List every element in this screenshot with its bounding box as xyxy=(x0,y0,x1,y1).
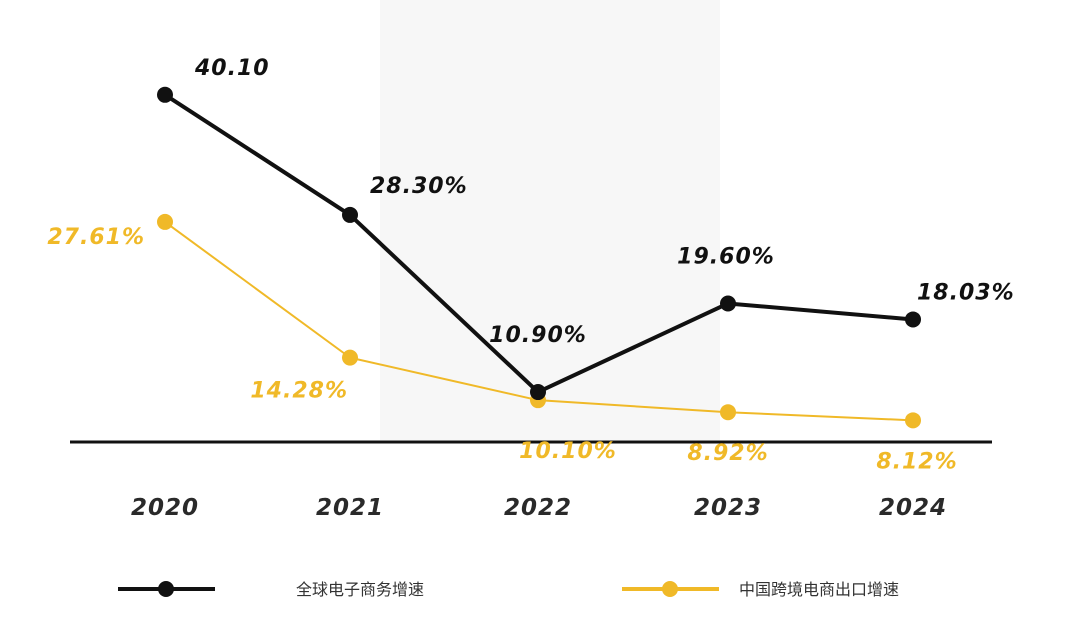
x-axis-tick-labels: 2020 2021 2022 2023 2024 xyxy=(131,495,947,521)
data-point-global xyxy=(720,295,736,312)
data-label-global: 28.30% xyxy=(370,174,468,199)
data-label-china: 14.28% xyxy=(250,379,348,404)
x-tick-label: 2024 xyxy=(879,495,947,521)
data-label-china: 10.10% xyxy=(519,439,617,464)
data-point-china xyxy=(905,412,921,429)
legend-label-global: 全球电子商务增速 xyxy=(296,580,424,599)
data-point-global xyxy=(905,311,921,328)
x-tick-label: 2020 xyxy=(131,495,199,521)
data-point-global xyxy=(530,384,546,401)
data-label-global: 18.03% xyxy=(917,280,1015,305)
data-label-china: 8.92% xyxy=(687,441,768,466)
x-tick-label: 2022 xyxy=(504,495,572,521)
legend-swatch-dot-china xyxy=(662,581,678,597)
data-label-china: 27.61% xyxy=(47,225,145,250)
legend-label-china: 中国跨境电商出口增速 xyxy=(739,580,899,599)
background-highlight xyxy=(380,0,720,440)
data-point-china xyxy=(720,404,736,421)
data-label-china: 8.12% xyxy=(876,449,957,474)
data-label-global: 19.60% xyxy=(677,244,775,269)
data-label-global: 10.90% xyxy=(489,323,587,348)
data-label-global: 40.10 xyxy=(194,56,270,81)
x-tick-label: 2021 xyxy=(316,495,384,521)
series-layer xyxy=(157,86,921,429)
data-point-china xyxy=(157,213,173,230)
data-point-china xyxy=(342,349,358,366)
legend-swatch-dot-global xyxy=(158,581,174,597)
data-labels-layer: 27.61% 14.28% 10.10% 8.92% 8.12% 40.10 28.30% 1… xyxy=(47,56,1015,475)
legend: 全球电子商务增速 中国跨境电商出口增速 xyxy=(118,580,899,599)
x-tick-label: 2023 xyxy=(694,495,762,521)
data-point-global xyxy=(342,206,358,223)
data-point-global xyxy=(157,86,173,103)
